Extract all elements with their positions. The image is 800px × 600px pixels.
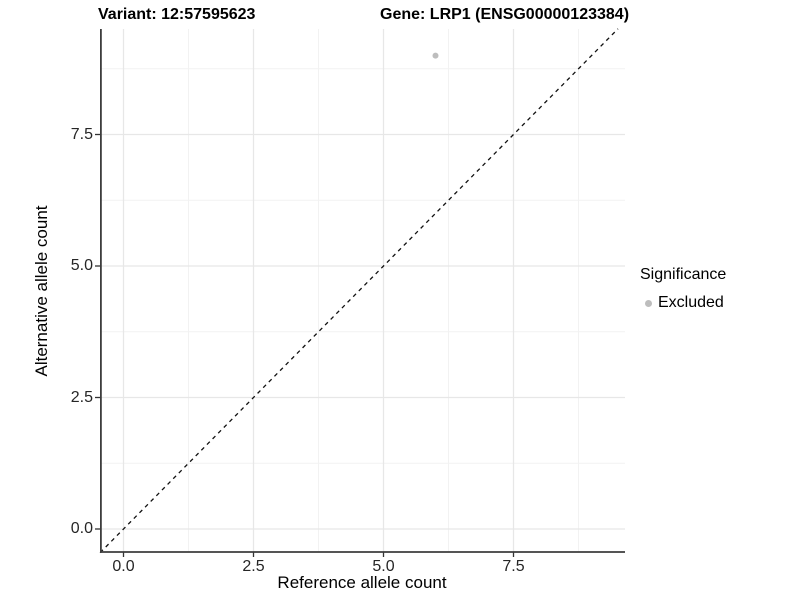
y-tick-label: 7.5 [70,125,93,143]
legend-item-excluded: Excluded [640,294,726,312]
plot-title-variant: Variant: 12:57595623 [98,6,256,23]
y-tick-label: 2.5 [70,388,93,406]
identity-dashed-line [99,28,619,554]
y-axis-title: Alternative allele count [32,205,51,377]
plot-panel [95,28,625,557]
x-tick-label: 0.0 [112,558,135,575]
x-tick-label: 7.5 [502,558,525,575]
y-tick-label: 0.0 [70,520,93,537]
x-axis-title: Reference allele count [277,573,447,592]
data-point [432,52,439,59]
legend-point-icon [645,299,652,307]
x-tick-label: 2.5 [242,558,265,575]
plot-title-gene: Gene: LRP1 (ENSG00000123384) [380,6,630,23]
x-tick-label: 5.0 [372,558,395,575]
legend: Significance Excluded [640,266,726,312]
legend-title: Significance [640,266,727,283]
y-tick-label: 5.0 [70,257,93,274]
legend-item-label: Excluded [658,294,724,311]
